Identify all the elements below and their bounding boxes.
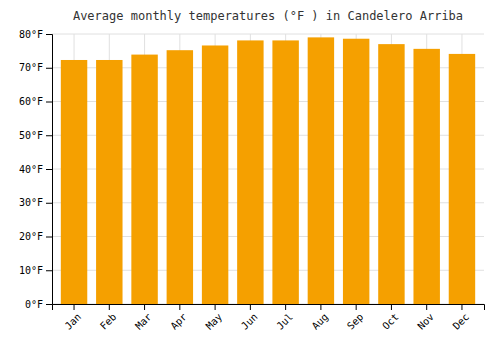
x-tick-mark (215, 304, 216, 310)
x-tick-label: Jun (239, 311, 260, 332)
y-tick: 70°F (19, 62, 52, 73)
y-tick-label: 60°F (19, 96, 43, 107)
x-tick-label: Mar (133, 311, 154, 332)
title: Average monthly temperatures (°F ) in Ca… (73, 9, 463, 23)
y-tick-label: 80°F (19, 29, 43, 40)
y-tick: 10°F (19, 265, 52, 276)
y-tick: 40°F (19, 164, 52, 175)
bars (61, 37, 475, 304)
y-tick-label: 10°F (19, 265, 43, 276)
y-tick-mark (46, 237, 52, 238)
x-tick: Aug (310, 304, 331, 332)
x-tick-label: Apr (168, 311, 189, 332)
bar (131, 55, 157, 304)
x-tick-label: Feb (98, 311, 119, 332)
y-axis: 0°F 10°F 20°F 30°F 40°F 50°F 60°F 70°F 80°F (19, 29, 53, 310)
x-tick: Sep (345, 304, 366, 332)
y-tick: 60°F (19, 96, 52, 107)
x-tick-mark (250, 304, 251, 310)
bar (202, 45, 228, 304)
y-tick-mark (46, 304, 52, 305)
y-tick-label: 40°F (19, 164, 43, 175)
x-tick-mark (74, 304, 75, 310)
x-tick-label: Oct (380, 311, 401, 332)
y-tick-mark (46, 68, 52, 69)
x-tick-mark (144, 304, 145, 310)
bar (272, 40, 298, 304)
x-tick: Apr (168, 304, 189, 332)
y-tick-mark (46, 169, 52, 170)
x-tick: Mar (133, 304, 154, 332)
x-tick-label: Sep (345, 311, 366, 332)
bar (61, 60, 87, 304)
y-tick-label: 70°F (19, 62, 43, 73)
plot-area: Jan Feb Mar Apr May Jun Jul Aug Sep Oct Nov Dec 0°F 1… (19, 29, 485, 332)
x-tick-label: Nov (415, 311, 436, 332)
x-tick-mark (356, 304, 357, 310)
y-tick: 30°F (19, 197, 52, 208)
x-tick: Nov (415, 304, 436, 332)
x-tick: Dec (451, 304, 472, 332)
y-tick: 20°F (19, 231, 52, 242)
bar (413, 49, 439, 304)
x-tick-mark (426, 304, 427, 310)
x-tick: Feb (98, 304, 119, 332)
axis-domain (53, 305, 485, 311)
x-tick-label: Jul (274, 311, 295, 332)
y-tick-label: 30°F (19, 197, 43, 208)
grid-line-y (52, 34, 484, 35)
x-tick-label: Aug (310, 311, 331, 332)
y-tick-mark (46, 135, 52, 136)
y-tick-mark (46, 270, 52, 271)
y-tick-mark (46, 34, 52, 35)
x-tick-label: May (204, 311, 225, 332)
x-tick-mark (285, 304, 286, 310)
y-tick-label: 20°F (19, 231, 43, 242)
chart: Jan Feb Mar Apr May Jun Jul Aug Sep Oct Nov Dec 0°F 1… (0, 0, 500, 350)
x-tick-mark (461, 304, 462, 310)
bar (343, 39, 369, 304)
y-tick-label: 0°F (25, 299, 43, 310)
x-tick: Jan (63, 304, 84, 332)
y-tick-mark (46, 102, 52, 103)
bar (378, 44, 404, 304)
y-tick-mark (46, 203, 52, 204)
y-tick: 80°F (19, 29, 52, 40)
x-tick-label: Jan (63, 311, 84, 332)
y-tick: 50°F (19, 130, 52, 141)
x-tick: Jul (274, 304, 295, 332)
x-tick-mark (179, 304, 180, 310)
bar (96, 60, 122, 304)
y-tick: 0°F (25, 299, 52, 310)
x-tick: Jun (239, 304, 260, 332)
bar (308, 37, 334, 304)
x-axis: Jan Feb Mar Apr May Jun Jul Aug Sep Oct Nov Dec (53, 304, 485, 332)
x-tick-label: Dec (451, 311, 472, 332)
bar (167, 50, 193, 304)
grid (52, 34, 484, 304)
x-tick: Oct (380, 304, 401, 332)
x-tick-mark (391, 304, 392, 310)
axis-domain (46, 35, 53, 305)
bar (237, 40, 263, 304)
x-tick: May (204, 304, 225, 332)
y-tick-label: 50°F (19, 130, 43, 141)
bar (449, 54, 475, 304)
x-tick-mark (109, 304, 110, 310)
x-tick-mark (320, 304, 321, 310)
